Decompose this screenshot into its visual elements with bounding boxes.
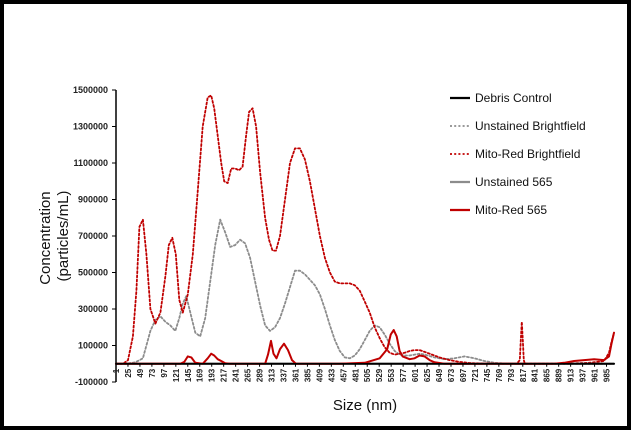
x-tick-label: 817	[519, 368, 528, 382]
x-tick-label: 73	[148, 368, 157, 377]
y-tick-label: 1300000	[73, 122, 108, 132]
x-tick-label: 361	[291, 368, 300, 382]
x-tick-label: 793	[507, 368, 516, 382]
x-tick-label: 481	[351, 368, 360, 382]
legend: Debris Control Unstained Brightfield Mito-…	[450, 91, 586, 217]
x-ticks: 1 25 49 73 97 121 145 169 193 217 241 265 289 313 337 3…	[112, 363, 612, 382]
x-tick-label: 769	[495, 368, 504, 382]
x-tick-label: 409	[315, 368, 324, 382]
x-tick-label: 697	[459, 368, 468, 382]
x-tick-label: 1	[112, 368, 121, 373]
x-tick-label: 457	[339, 368, 348, 382]
y-tick-label: 300000	[78, 304, 108, 314]
x-tick-label: 241	[232, 368, 241, 382]
y-tick-label: 100000	[78, 341, 108, 351]
x-tick-label: 97	[160, 368, 169, 377]
x-tick-label: 529	[375, 368, 384, 382]
x-tick-label: 841	[531, 368, 540, 382]
x-tick-label: 745	[483, 368, 492, 382]
x-tick-label: 553	[387, 368, 396, 382]
x-tick-label: 145	[184, 368, 193, 382]
series-line-1	[115, 218, 615, 365]
x-tick-label: 337	[279, 368, 288, 382]
y-tick-label: 1500000	[73, 85, 108, 95]
legend-label: Unstained 565	[475, 175, 553, 189]
legend-label: Mito-Red Brightfield	[475, 147, 580, 161]
x-tick-label: 385	[303, 368, 312, 382]
x-tick-label: 433	[327, 368, 336, 382]
x-tick-label: 889	[555, 368, 564, 382]
y-tick-label: -100000	[75, 377, 108, 387]
legend-label: Unstained Brightfield	[475, 119, 586, 133]
x-tick-label: 673	[447, 368, 456, 382]
y-tick-label: 900000	[78, 195, 108, 205]
x-tick-label: 721	[471, 368, 480, 382]
x-tick-label: 265	[244, 368, 253, 382]
y-axis-title: Concentration (particles/mL)	[37, 187, 72, 285]
x-tick-label: 289	[256, 368, 265, 382]
x-tick-label: 961	[591, 368, 600, 382]
y-ticks: -100000 100000 300000 500000 700000 900000 110…	[73, 85, 116, 387]
x-tick-label: 193	[208, 368, 217, 382]
y-tick-label: 700000	[78, 231, 108, 241]
x-tick-label: 601	[411, 368, 420, 382]
x-tick-label: 649	[435, 368, 444, 382]
x-tick-label: 985	[603, 368, 612, 382]
y-axis-title-line-1: Concentration	[37, 191, 54, 284]
y-axis-title-line-2: (particles/mL)	[55, 191, 72, 282]
x-tick-label: 505	[363, 368, 372, 382]
x-tick-label: 913	[567, 368, 576, 382]
x-tick-label: 49	[136, 368, 145, 377]
legend-label: Mito-Red 565	[475, 203, 547, 217]
series-line-4	[115, 329, 615, 365]
x-tick-label: 121	[172, 368, 181, 382]
x-tick-label: 313	[268, 368, 277, 382]
x-tick-label: 937	[579, 368, 588, 382]
x-tick-label: 25	[124, 368, 133, 377]
x-tick-label: 169	[196, 368, 205, 382]
series-layer	[115, 94, 615, 365]
x-tick-label: 625	[423, 368, 432, 382]
series-line-2	[115, 94, 615, 365]
y-tick-label: 1100000	[73, 158, 108, 168]
x-axis-title: Size (nm)	[333, 397, 397, 414]
x-tick-label: 577	[399, 368, 408, 382]
legend-label: Debris Control	[475, 91, 552, 105]
x-tick-label: 865	[543, 368, 552, 382]
y-tick-label: 500000	[78, 268, 108, 278]
x-tick-label: 217	[220, 368, 229, 382]
